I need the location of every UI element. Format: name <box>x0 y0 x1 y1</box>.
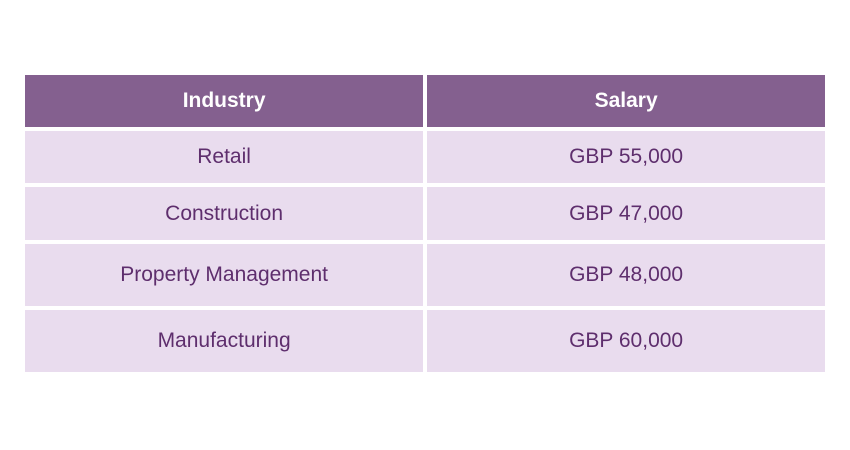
salary-cell: GBP 60,000 <box>427 310 825 372</box>
salary-table: Industry Salary Retail GBP 55,000 Constr… <box>21 71 829 376</box>
table-header-row: Industry Salary <box>25 75 825 127</box>
salary-table-container: Industry Salary Retail GBP 55,000 Constr… <box>23 73 827 376</box>
industry-cell: Property Management <box>25 244 424 306</box>
salary-cell: GBP 48,000 <box>427 244 825 306</box>
table-row: Manufacturing GBP 60,000 <box>25 310 825 372</box>
industry-cell: Construction <box>25 187 424 240</box>
salary-cell: GBP 47,000 <box>427 187 825 240</box>
table-row: Retail GBP 55,000 <box>25 131 825 183</box>
industry-cell: Retail <box>25 131 424 183</box>
table-row: Property Management GBP 48,000 <box>25 244 825 306</box>
salary-cell: GBP 55,000 <box>427 131 825 183</box>
header-salary: Salary <box>427 75 825 127</box>
table-row: Construction GBP 47,000 <box>25 187 825 240</box>
industry-cell: Manufacturing <box>25 310 424 372</box>
header-industry: Industry <box>25 75 424 127</box>
